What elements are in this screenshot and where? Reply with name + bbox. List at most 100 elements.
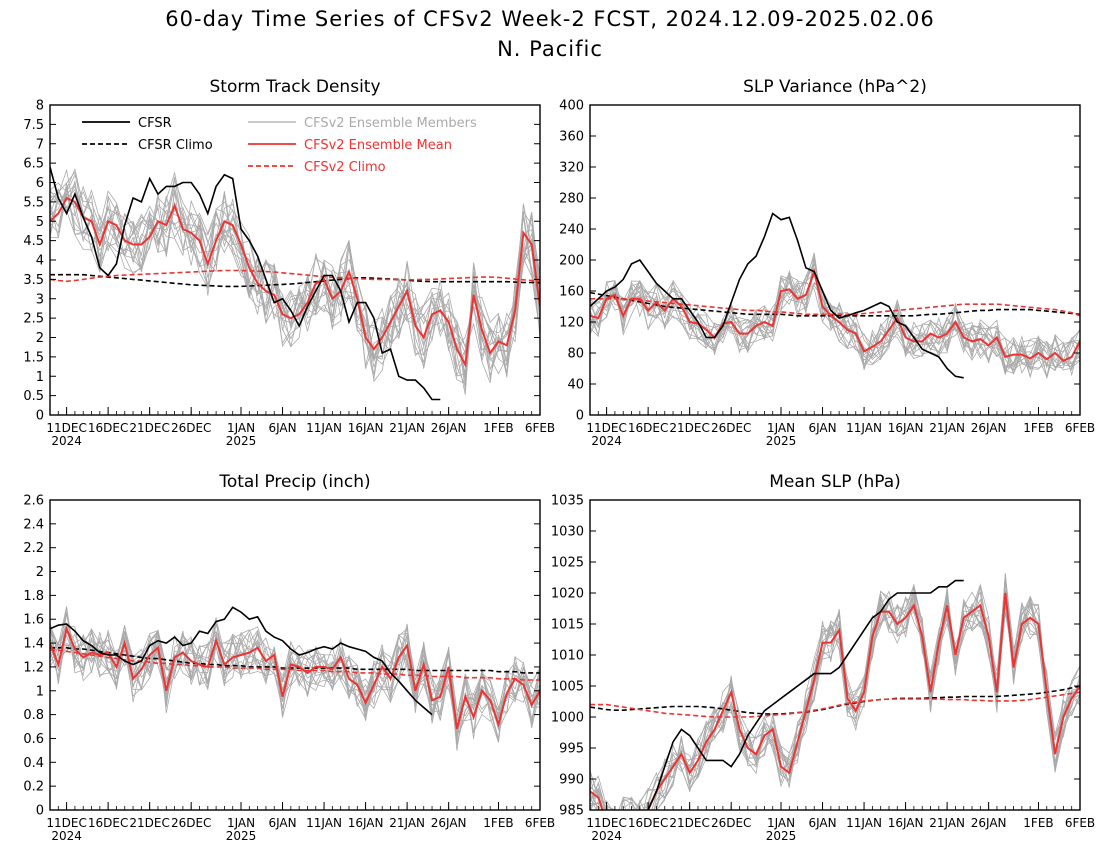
x-tick-label: 26JAN [971,421,1007,435]
y-tick-label: 400 [559,99,584,114]
x-tick-label: 6JAN [268,816,296,830]
x-tick-label: 6JAN [808,816,836,830]
series-line-black-solid [647,579,964,810]
x-tick-label: 16DEC [628,421,668,435]
member-line [590,590,1080,810]
x-tick-label: 11JAN [306,816,342,830]
x-tick-year: 2025 [766,829,797,843]
y-tick-label: 1.5 [23,350,44,365]
y-tick-label: 0 [36,409,44,424]
x-tick-label: 26JAN [431,816,467,830]
y-tick-label: 1.2 [23,660,44,675]
x-tick-year: 2024 [51,434,82,448]
figure-title-line1: 60-day Time Series of CFSv2 Week-2 FCST,… [165,7,935,31]
y-tick-label: 985 [559,804,584,819]
x-tick-year: 2025 [226,829,257,843]
member-line [50,182,540,380]
y-tick-label: 0.4 [23,756,44,771]
x-tick-label: 1FEB [483,816,513,830]
x-tick-label: 1FEB [1023,421,1053,435]
y-tick-label: 7 [36,137,44,152]
x-tick-label: 1JAN [227,421,255,435]
series-line-black-dash [50,273,540,288]
y-tick-label: 3.5 [23,273,44,288]
member-line [590,583,1080,810]
series-line-black-solid [50,166,441,401]
x-tick-label: 1FEB [483,421,513,435]
plot-frame [49,499,541,811]
member-line [50,168,540,384]
figure-title: 60-day Time Series of CFSv2 Week-2 FCST,… [0,4,1100,64]
y-tick-label: 0.5 [23,389,44,404]
series-line-red-solid [50,625,540,730]
x-tick-label: 11JAN [306,421,342,435]
y-tick-label: 80 [567,347,584,362]
y-tick-label: 8 [36,99,44,114]
y-tick-label: 1.6 [23,613,44,628]
x-tick-label: 26DEC [711,421,751,435]
y-tick-label: 1005 [551,680,584,695]
y-tick-label: 2.5 [23,312,44,327]
x-tick-label: 6FEB [525,421,555,435]
panel-0: Storm Track Density 0 0.5 1 1.5 2 2.5 3 3.5 4 4.5 5… [23,77,555,448]
series-line-red-dash [590,297,1080,317]
x-tick-label: 21DEC [129,816,169,830]
y-tick-label: 6.5 [23,157,44,172]
member-line [590,263,1080,379]
series-line-black-dash [590,685,1080,715]
panel-3: Mean SLP (hPa) 985 990 995 1000 1005 1010 1015 1… [551,472,1095,843]
member-line [50,606,540,745]
y-tick-label: 120 [559,316,584,331]
y-tick-label: 2 [36,565,44,580]
x-tick-label: 21JAN [389,421,425,435]
x-tick-label: 1JAN [767,816,795,830]
y-tick-label: 5 [36,215,44,230]
member-line [590,589,1080,810]
y-tick-label: 2.4 [23,517,44,532]
x-tick-label: 11JAN [846,816,882,830]
y-tick-label: 320 [559,161,584,176]
legend-label: CFSR Climo [138,138,213,153]
panel-1: SLP Variance (hPa^2) 0 40 80 120 160 200 240 280… [559,77,1095,448]
x-tick-label: 11DEC [46,421,86,435]
x-tick-label: 1FEB [1023,816,1053,830]
x-tick-label: 6FEB [1065,421,1095,435]
legend-label: CFSR [138,116,172,131]
panel-title: Mean SLP (hPa) [769,472,901,492]
x-tick-label: 6JAN [808,421,836,435]
series-line-black-dash [50,646,540,674]
x-tick-year: 2025 [766,434,797,448]
x-tick-label: 26JAN [431,421,467,435]
y-tick-label: 1025 [551,556,584,571]
x-tick-label: 16JAN [348,816,384,830]
panel-title: SLP Variance (hPa^2) [743,77,927,97]
y-tick-label: 5.5 [23,195,44,210]
x-tick-label: 6FEB [525,816,555,830]
ensemble-members [590,252,1080,379]
y-tick-label: 40 [567,378,584,393]
series-line-black-dash [590,291,1080,317]
series-line-red-solid [590,592,1080,810]
x-tick-label: 11DEC [586,421,626,435]
y-tick-label: 3 [36,292,44,307]
figure-title-line2: N. Pacific [497,37,603,61]
x-tick-label: 6FEB [1065,816,1095,830]
y-tick-label: 7.5 [23,118,44,133]
x-tick-label: 16JAN [348,421,384,435]
y-tick-label: 1015 [551,618,584,633]
x-tick-label: 6JAN [268,421,296,435]
x-tick-label: 16DEC [628,816,668,830]
y-tick-label: 6 [36,176,44,191]
y-tick-label: 1000 [551,711,584,726]
x-tick-label: 21DEC [669,816,709,830]
y-tick-label: 240 [559,223,584,238]
panel-title: Total Precip (inch) [218,472,370,492]
x-tick-label: 11DEC [586,816,626,830]
y-tick-label: 160 [559,285,584,300]
series-line-red-dash [50,649,540,681]
member-line [50,612,540,736]
x-tick-label: 16DEC [88,421,128,435]
y-tick-label: 200 [559,254,584,269]
y-tick-label: 4.5 [23,234,44,249]
